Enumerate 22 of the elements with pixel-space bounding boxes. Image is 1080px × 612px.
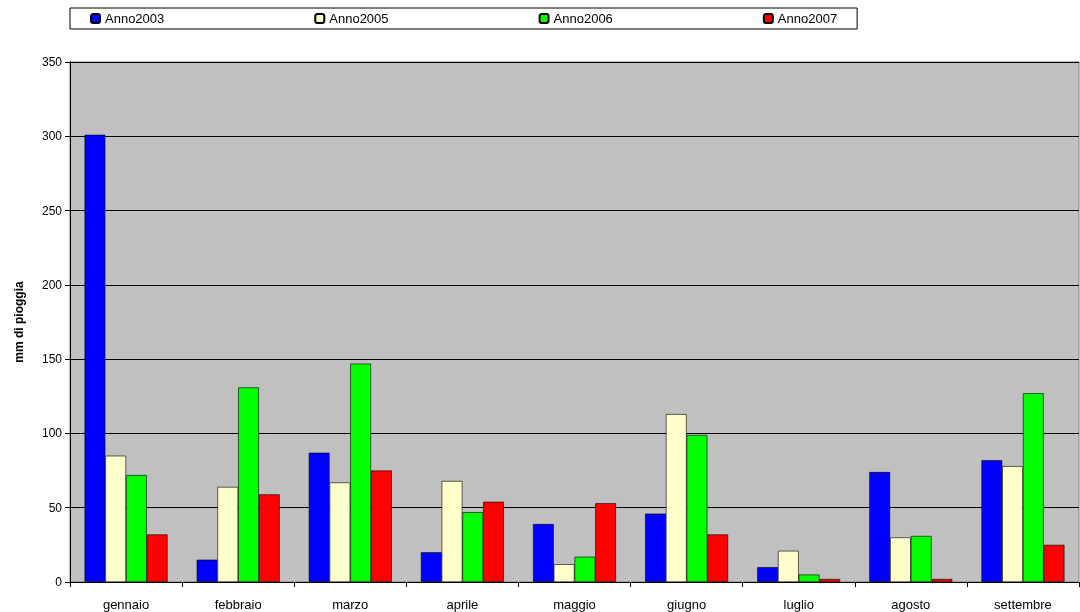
y-axis-title: mm di pioggia (12, 281, 26, 363)
x-tick-label: gennaio (102, 597, 150, 612)
legend-label: Anno2007 (777, 11, 838, 26)
y-tick-label: 150 (41, 352, 63, 367)
legend-label: Anno2005 (329, 11, 389, 26)
x-tick-label: maggio (553, 597, 596, 612)
y-tick-label: 300 (41, 129, 63, 144)
x-tick-label: settembre (994, 597, 1052, 612)
y-tick-label: 200 (41, 277, 63, 292)
x-tick-label: giugno (667, 597, 707, 612)
x-tick-label: aprile (446, 597, 479, 612)
x-tick-label: luglio (783, 597, 814, 612)
y-tick-label: 50 (48, 500, 63, 515)
y-tick-label: 250 (41, 203, 63, 218)
x-tick-label: febbraio (214, 597, 262, 612)
x-tick-label: marzo (332, 597, 369, 612)
y-tick-label: 100 (41, 426, 63, 441)
y-tick-label: 350 (41, 55, 63, 69)
y-tick-label: 0 (55, 575, 63, 589)
legend-label: Anno2006 (553, 11, 613, 26)
x-tick-label: agosto (891, 597, 931, 612)
legend-label: Anno2003 (105, 11, 165, 26)
